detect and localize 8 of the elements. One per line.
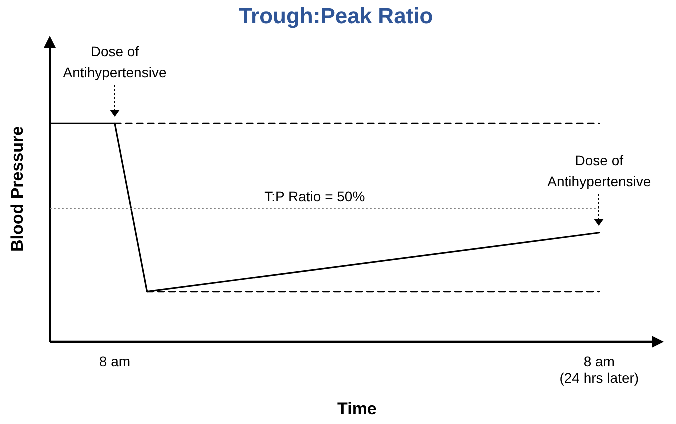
x-tick-label: 8 am (24 hrs later) xyxy=(560,353,640,386)
text: Dose of Antihypertensive xyxy=(63,44,167,81)
y-axis-title: Blood Pressure xyxy=(8,126,27,252)
chart-title: Trough:Peak Ratio xyxy=(238,3,434,28)
annotation: T:P Ratio = 50% xyxy=(264,188,366,205)
x-axis-title: Time xyxy=(338,399,377,418)
x-tick-label: 8 am xyxy=(99,353,131,370)
annotation: Dose of Antihypertensive xyxy=(548,152,652,190)
